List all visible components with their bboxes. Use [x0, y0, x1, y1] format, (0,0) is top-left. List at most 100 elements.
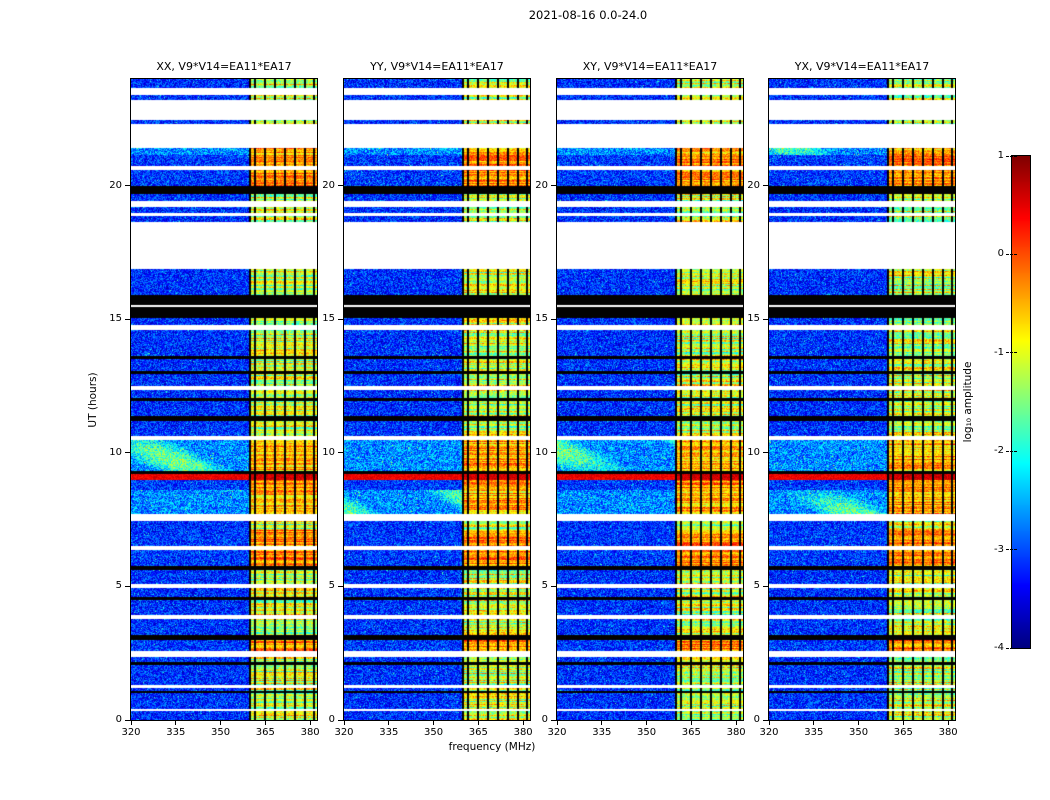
y-tick	[125, 585, 130, 587]
x-tick-label: 320	[121, 727, 141, 738]
spectrogram-panel-yx	[768, 78, 956, 721]
x-tick-label: 365	[468, 727, 488, 738]
y-tick-label: 0	[541, 714, 548, 725]
y-tick-label: 15	[109, 313, 122, 325]
panel-title-yy: YY, V9*V14=EA11*EA17	[370, 60, 504, 73]
y-tick-label: 10	[322, 446, 335, 458]
x-tick-label: 380	[300, 727, 320, 738]
x-tick	[735, 721, 737, 725]
spectrogram-canvas-yy	[344, 79, 530, 720]
y-tick	[338, 719, 343, 721]
y-tick	[551, 719, 556, 721]
x-tick	[477, 721, 479, 725]
x-tick-label: 335	[592, 727, 612, 738]
x-tick	[388, 721, 390, 725]
x-tick-label: 365	[255, 727, 275, 738]
x-tick-label: 350	[424, 727, 444, 738]
y-tick-label: 5	[328, 580, 335, 592]
y-tick-label: 15	[322, 313, 335, 325]
x-tick-label: 335	[804, 727, 824, 738]
y-tick	[125, 452, 130, 454]
panel-title-yx: YX, V9*V14=EA11*EA17	[794, 60, 930, 73]
colorbar-frame	[1011, 155, 1031, 649]
y-tick-label: 10	[535, 446, 548, 458]
y-tick-label: 0	[753, 714, 760, 725]
y-tick	[125, 719, 130, 721]
x-tick	[858, 721, 860, 725]
spectrogram-canvas-xx	[131, 79, 317, 720]
y-tick-label: 20	[109, 179, 122, 191]
colorbar-label: log₁₀ amplitude	[962, 361, 974, 443]
spectrogram-canvas-yx	[769, 79, 955, 720]
y-tick	[338, 452, 343, 454]
x-tick-label: 320	[334, 727, 354, 738]
y-tick-label: 5	[541, 580, 548, 592]
x-tick-label: 365	[681, 727, 701, 738]
colorbar-tick-label: -2	[994, 445, 1004, 457]
y-tick-label: 10	[109, 446, 122, 458]
x-axis-label: frequency (MHz)	[448, 741, 536, 753]
y-tick	[763, 185, 768, 187]
x-tick-label: 350	[637, 727, 657, 738]
y-tick-label: 5	[115, 580, 122, 592]
y-tick	[338, 185, 343, 187]
y-tick-label: 15	[747, 313, 760, 325]
x-tick-label: 335	[166, 727, 186, 738]
x-tick	[690, 721, 692, 725]
y-tick-label: 0	[115, 714, 122, 725]
y-tick	[551, 452, 556, 454]
x-tick-label: 350	[849, 727, 869, 738]
x-tick-label: 380	[726, 727, 746, 738]
colorbar-tick-label: 1	[997, 150, 1004, 161]
y-tick-label: 20	[747, 179, 760, 191]
spectrogram-panel-xx	[130, 78, 318, 721]
y-tick-label: 10	[747, 446, 760, 458]
colorbar-tick	[1006, 253, 1017, 255]
y-tick	[125, 318, 130, 320]
colorbar-tick	[1006, 352, 1017, 354]
colorbar-tick-label: 0	[997, 248, 1004, 260]
y-tick-label: 0	[328, 714, 335, 725]
x-tick	[220, 721, 222, 725]
y-tick	[551, 318, 556, 320]
y-tick	[763, 452, 768, 454]
colorbar-tick	[1006, 155, 1017, 157]
x-tick-label: 320	[547, 727, 567, 738]
x-tick-label: 365	[893, 727, 913, 738]
x-tick	[947, 721, 949, 725]
x-tick	[264, 721, 266, 725]
y-tick	[338, 585, 343, 587]
x-tick-label: 350	[211, 727, 231, 738]
colorbar-tick	[1006, 647, 1017, 649]
x-tick	[175, 721, 177, 725]
y-tick	[763, 318, 768, 320]
x-tick	[646, 721, 648, 725]
figure-title: 2021-08-16 0.0-24.0	[528, 8, 648, 22]
colorbar-tick-label: -4	[994, 642, 1004, 653]
y-tick	[763, 719, 768, 721]
panel-title-xx: XX, V9*V14=EA11*EA17	[156, 60, 292, 73]
y-tick	[763, 585, 768, 587]
x-tick	[556, 721, 558, 725]
y-tick	[338, 318, 343, 320]
y-tick-label: 20	[535, 179, 548, 191]
colorbar-tick-label: -1	[994, 346, 1004, 358]
x-tick-label: 335	[379, 727, 399, 738]
spectrogram-panel-yy	[343, 78, 531, 721]
colorbar-gradient	[1012, 156, 1030, 648]
x-tick	[768, 721, 770, 725]
panel-title-xy: XY, V9*V14=EA11*EA17	[582, 60, 718, 73]
x-tick-label: 320	[759, 727, 779, 738]
x-tick-label: 380	[513, 727, 533, 738]
colorbar-tick	[1006, 549, 1017, 551]
x-tick-label: 380	[938, 727, 958, 738]
spectrogram-canvas-xy	[557, 79, 743, 720]
x-tick	[343, 721, 345, 725]
colorbar-tick-label: -3	[994, 543, 1004, 555]
x-tick	[813, 721, 815, 725]
spectrogram-panel-xy	[556, 78, 744, 721]
y-tick-label: 20	[322, 179, 335, 191]
y-tick	[551, 185, 556, 187]
